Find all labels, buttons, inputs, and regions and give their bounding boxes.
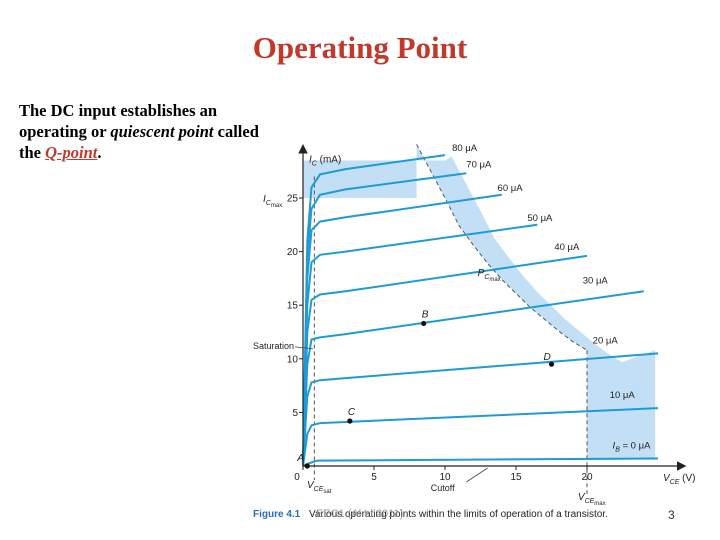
- point-label-C: C: [348, 407, 356, 418]
- y-axis-label: IC (mA): [309, 154, 341, 167]
- cutoff-label: Cutoff: [431, 483, 455, 493]
- point-A: [304, 463, 310, 469]
- curve-2: [302, 352, 659, 467]
- x-axis-label: VCE (V): [663, 473, 696, 486]
- x-tick-label-10: 10: [439, 472, 451, 483]
- curve-label-3: 30 μA: [583, 275, 609, 286]
- saturation-label: Saturation: [253, 341, 294, 351]
- curve-0: [302, 457, 659, 467]
- curve-label-7: 70 μA: [466, 159, 492, 170]
- intro-text-2: called the: [19, 122, 259, 162]
- intro-quiescent-point: quiescent point: [110, 122, 214, 141]
- y-tick-label-20: 20: [287, 247, 299, 258]
- point-label-A: A: [296, 453, 304, 464]
- x-tick-label-5: 5: [371, 472, 377, 483]
- icmax-label: ICmax: [263, 194, 282, 209]
- intro-text-3: .: [97, 143, 102, 162]
- curve-8: [302, 154, 446, 467]
- curve-label-0: IB = 0 μA: [613, 440, 652, 453]
- pcmax-label: PCmax: [478, 268, 501, 283]
- point-label-B: B: [422, 309, 429, 320]
- x-tick-label-0: 0: [294, 472, 300, 483]
- saturation-pointer: [294, 346, 313, 350]
- point-label-D: D: [544, 352, 551, 363]
- curve-label-6: 60 μA: [498, 183, 524, 194]
- point-D: [548, 361, 555, 367]
- pcmax-region: [416, 144, 656, 460]
- intro-paragraph: The DC input establishes an operating or…: [19, 100, 259, 163]
- x-tick-label-20: 20: [581, 472, 593, 483]
- curve-1: [302, 407, 659, 467]
- figure-label: Figure 4.1: [253, 509, 301, 520]
- page-number: 3: [668, 508, 675, 522]
- footer-text: EEC1 (Al Li 2011): [316, 508, 404, 520]
- figure-caption: Various operating points within the limi…: [309, 509, 608, 520]
- slide-title: Operating Point: [252, 30, 468, 65]
- cutoff-pointer: [466, 467, 488, 483]
- point-B: [421, 320, 427, 327]
- vcemax-label: VCEmax: [578, 492, 606, 507]
- point-C: [347, 418, 353, 424]
- curve-label-2: 20 μA: [593, 335, 619, 346]
- y-tick-label-25: 25: [287, 194, 299, 205]
- y-tick-label-5: 5: [292, 408, 298, 419]
- intro-text-1: The DC input establishes an operating or: [19, 101, 218, 141]
- intro-q-point: Q-point: [45, 143, 98, 162]
- curve-label-8: 80 μA: [452, 143, 478, 154]
- curve-label-1: 10 μA: [610, 390, 636, 401]
- curve-label-4: 40 μA: [554, 242, 580, 253]
- curve-label-5: 50 μA: [527, 213, 553, 224]
- transistor-characteristics-chart: 0 5 10 15 20 5 10 15 20 25 IC (mA) VCE (V) IB = 0 μ…: [253, 143, 696, 507]
- y-tick-label-10: 10: [287, 354, 299, 365]
- y-tick-label-15: 15: [287, 301, 299, 312]
- x-tick-label-15: 15: [510, 472, 522, 483]
- vcesat-label: VCEsat: [307, 480, 332, 495]
